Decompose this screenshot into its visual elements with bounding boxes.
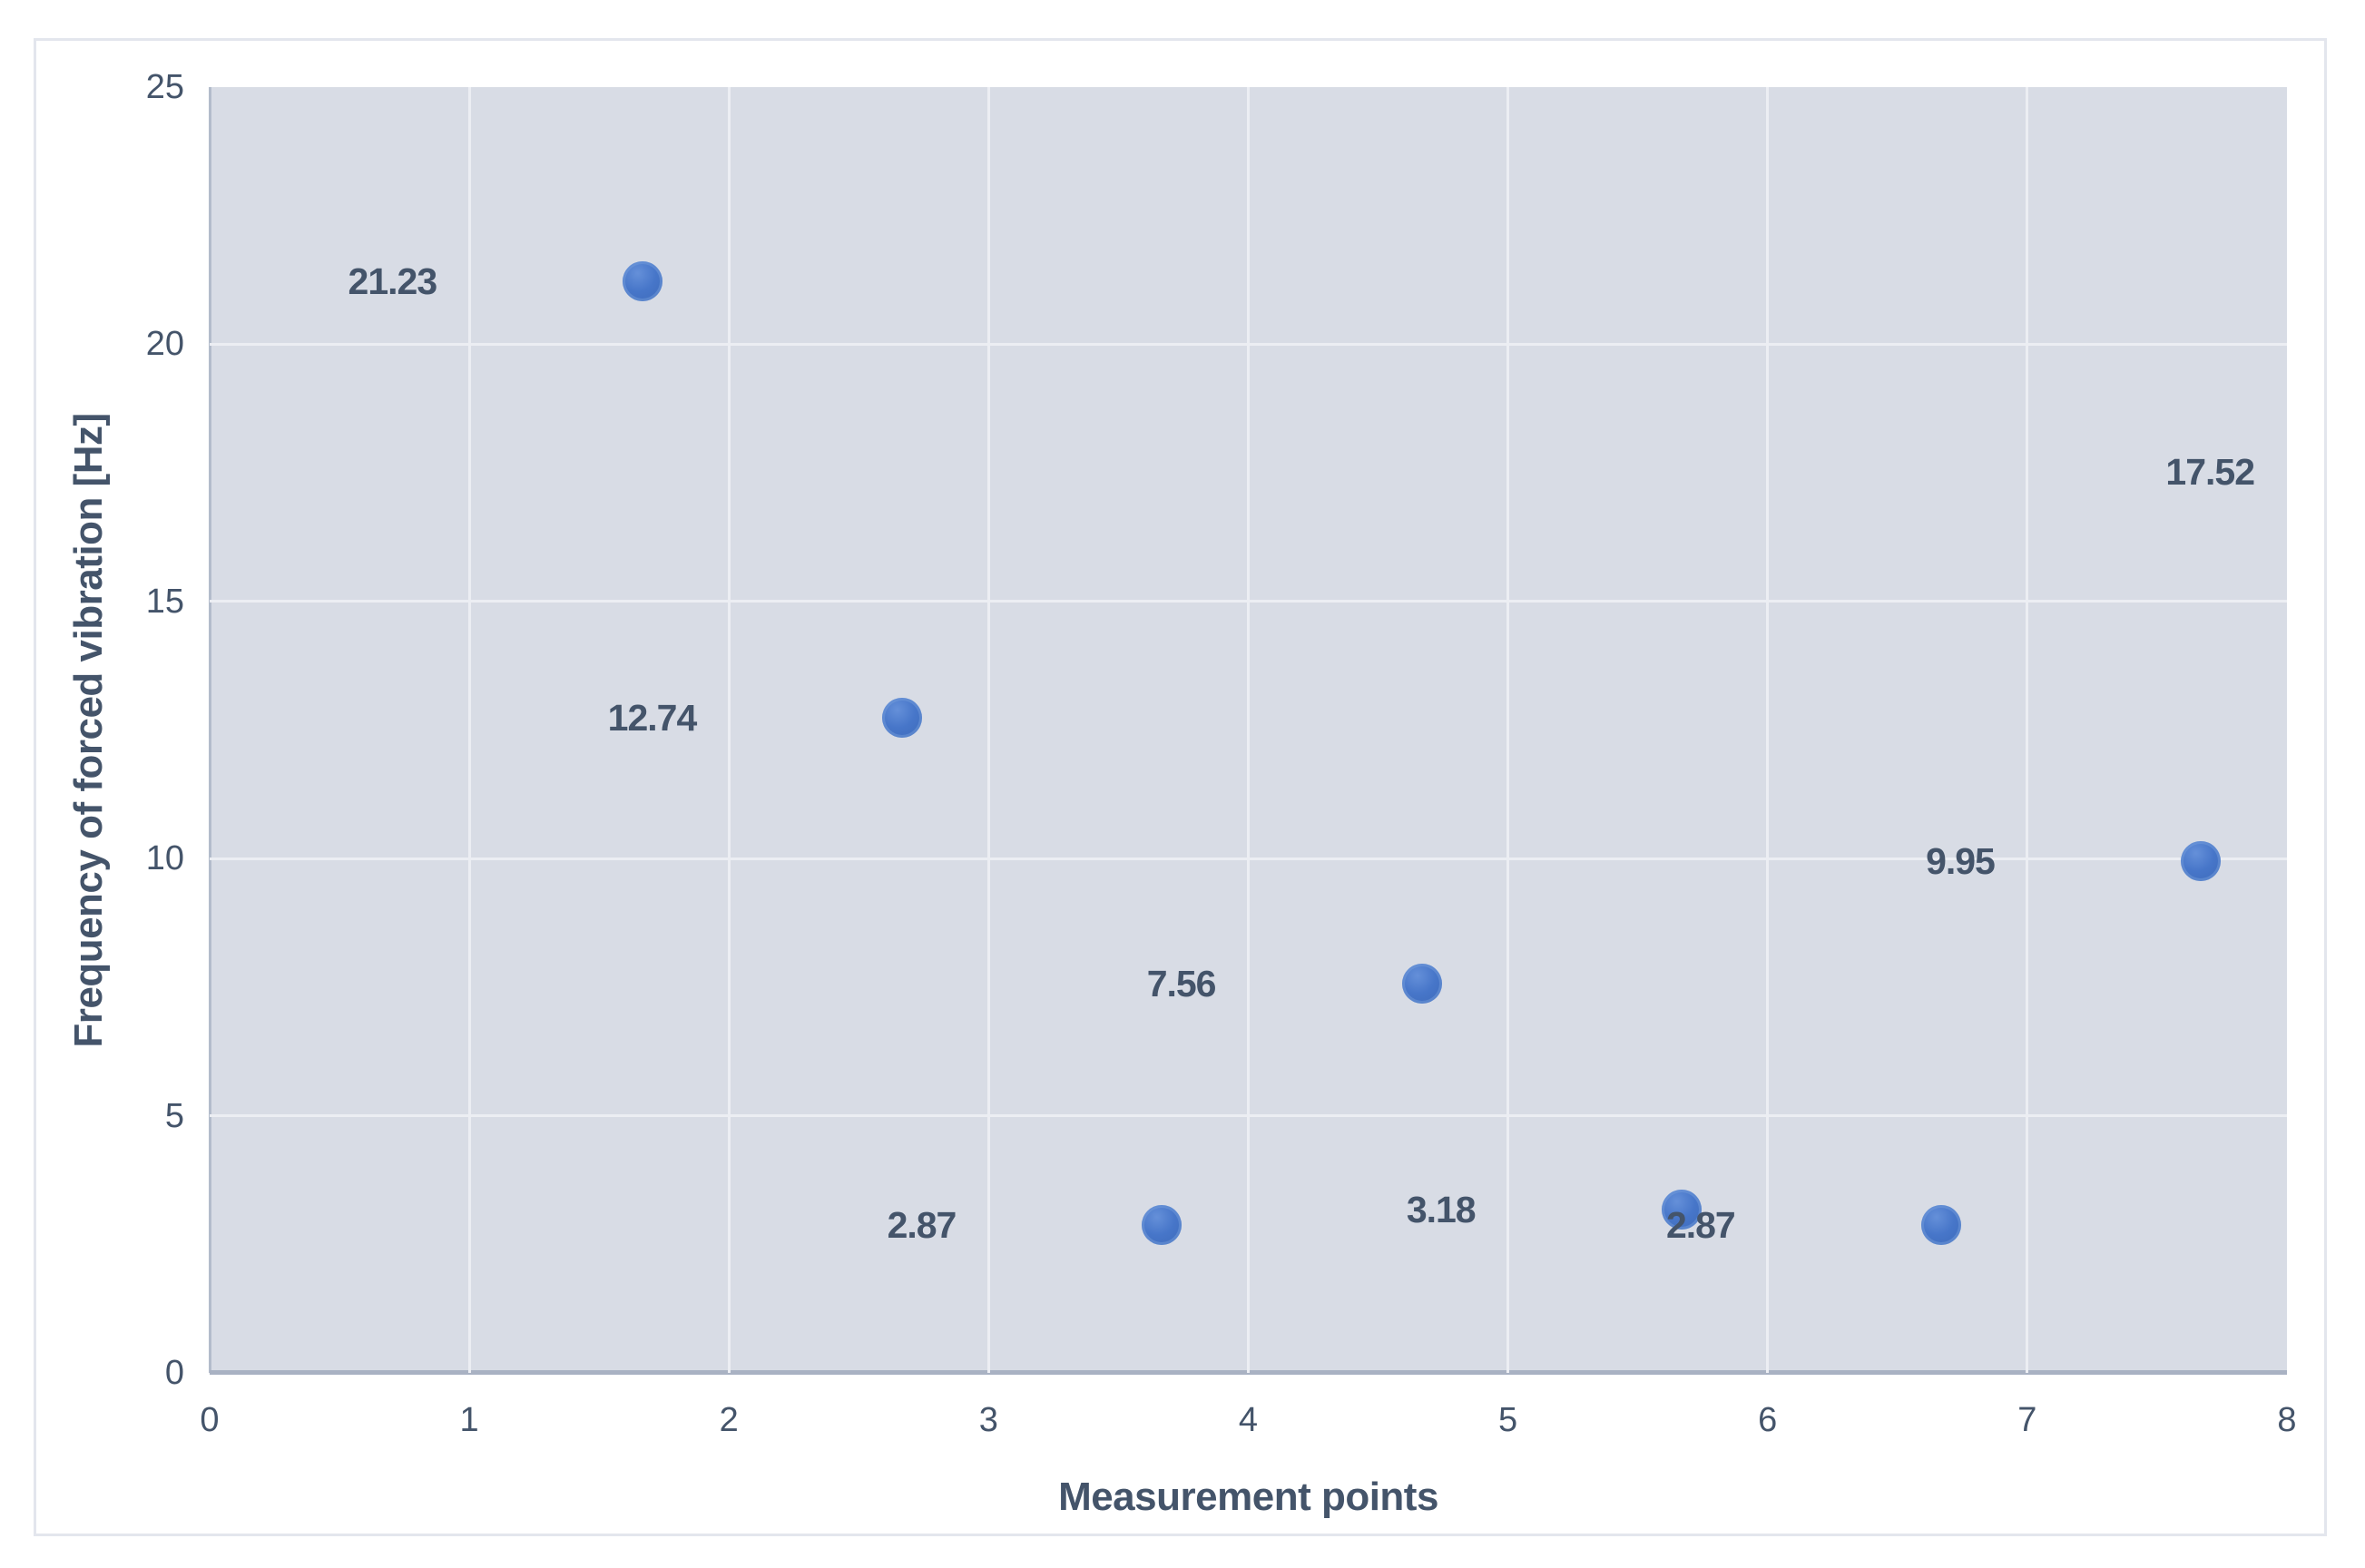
x-tick-label: 8 bbox=[2277, 1401, 2297, 1439]
data-point-label: 9.95 bbox=[1926, 840, 1996, 883]
vertical-gridline bbox=[2026, 87, 2029, 1373]
data-point[interactable] bbox=[1401, 964, 1442, 1004]
chart-figure: 0 5 10 15 20 25 0 1 2 3 4 5 6 7 8 21.23 12.74 2.87 7.56 3.1… bbox=[34, 38, 2327, 1536]
data-point-label: 7.56 bbox=[1146, 963, 1217, 1005]
data-point[interactable] bbox=[1142, 1205, 1182, 1246]
y-tick-label: 25 bbox=[145, 68, 184, 106]
vertical-gridline bbox=[467, 87, 471, 1373]
y-tick-label: 15 bbox=[145, 582, 184, 621]
x-tick-label: 7 bbox=[2017, 1401, 2037, 1439]
vertical-gridline bbox=[727, 87, 731, 1373]
x-tick-label: 2 bbox=[719, 1401, 739, 1439]
data-point[interactable] bbox=[1920, 1205, 1961, 1246]
x-axis-title: Measurement points bbox=[1058, 1475, 1438, 1519]
data-point[interactable] bbox=[882, 697, 923, 738]
y-axis-line bbox=[209, 87, 211, 1373]
y-tick-label: 10 bbox=[145, 839, 184, 878]
y-tick-label: 20 bbox=[145, 325, 184, 364]
y-axis-title: Frequency of forced vibration [Hz] bbox=[66, 412, 111, 1048]
data-point[interactable] bbox=[2180, 841, 2221, 882]
data-point-label: 3.18 bbox=[1406, 1188, 1477, 1230]
x-tick-label: 4 bbox=[1238, 1401, 1259, 1439]
y-tick-label: 0 bbox=[164, 1354, 184, 1392]
data-point-label: 2.87 bbox=[887, 1204, 957, 1247]
y-tick-label: 5 bbox=[164, 1096, 184, 1135]
data-point-label: 21.23 bbox=[348, 260, 438, 302]
x-tick-label: 3 bbox=[978, 1401, 998, 1439]
plot-area bbox=[209, 87, 2287, 1375]
x-tick-label: 0 bbox=[200, 1401, 220, 1439]
x-tick-label: 6 bbox=[1758, 1401, 1778, 1439]
vertical-gridline bbox=[1247, 87, 1250, 1373]
data-point[interactable] bbox=[623, 260, 663, 301]
vertical-gridline bbox=[986, 87, 990, 1373]
data-point-label: 2.87 bbox=[1665, 1204, 1736, 1247]
data-point[interactable] bbox=[1661, 1189, 1702, 1230]
x-tick-label: 5 bbox=[1498, 1401, 1518, 1439]
data-point-label: 17.52 bbox=[2165, 450, 2255, 493]
vertical-gridline bbox=[1766, 87, 1770, 1373]
vertical-gridline bbox=[1506, 87, 1510, 1373]
x-tick-label: 1 bbox=[459, 1401, 479, 1439]
data-point-label: 12.74 bbox=[607, 696, 698, 739]
